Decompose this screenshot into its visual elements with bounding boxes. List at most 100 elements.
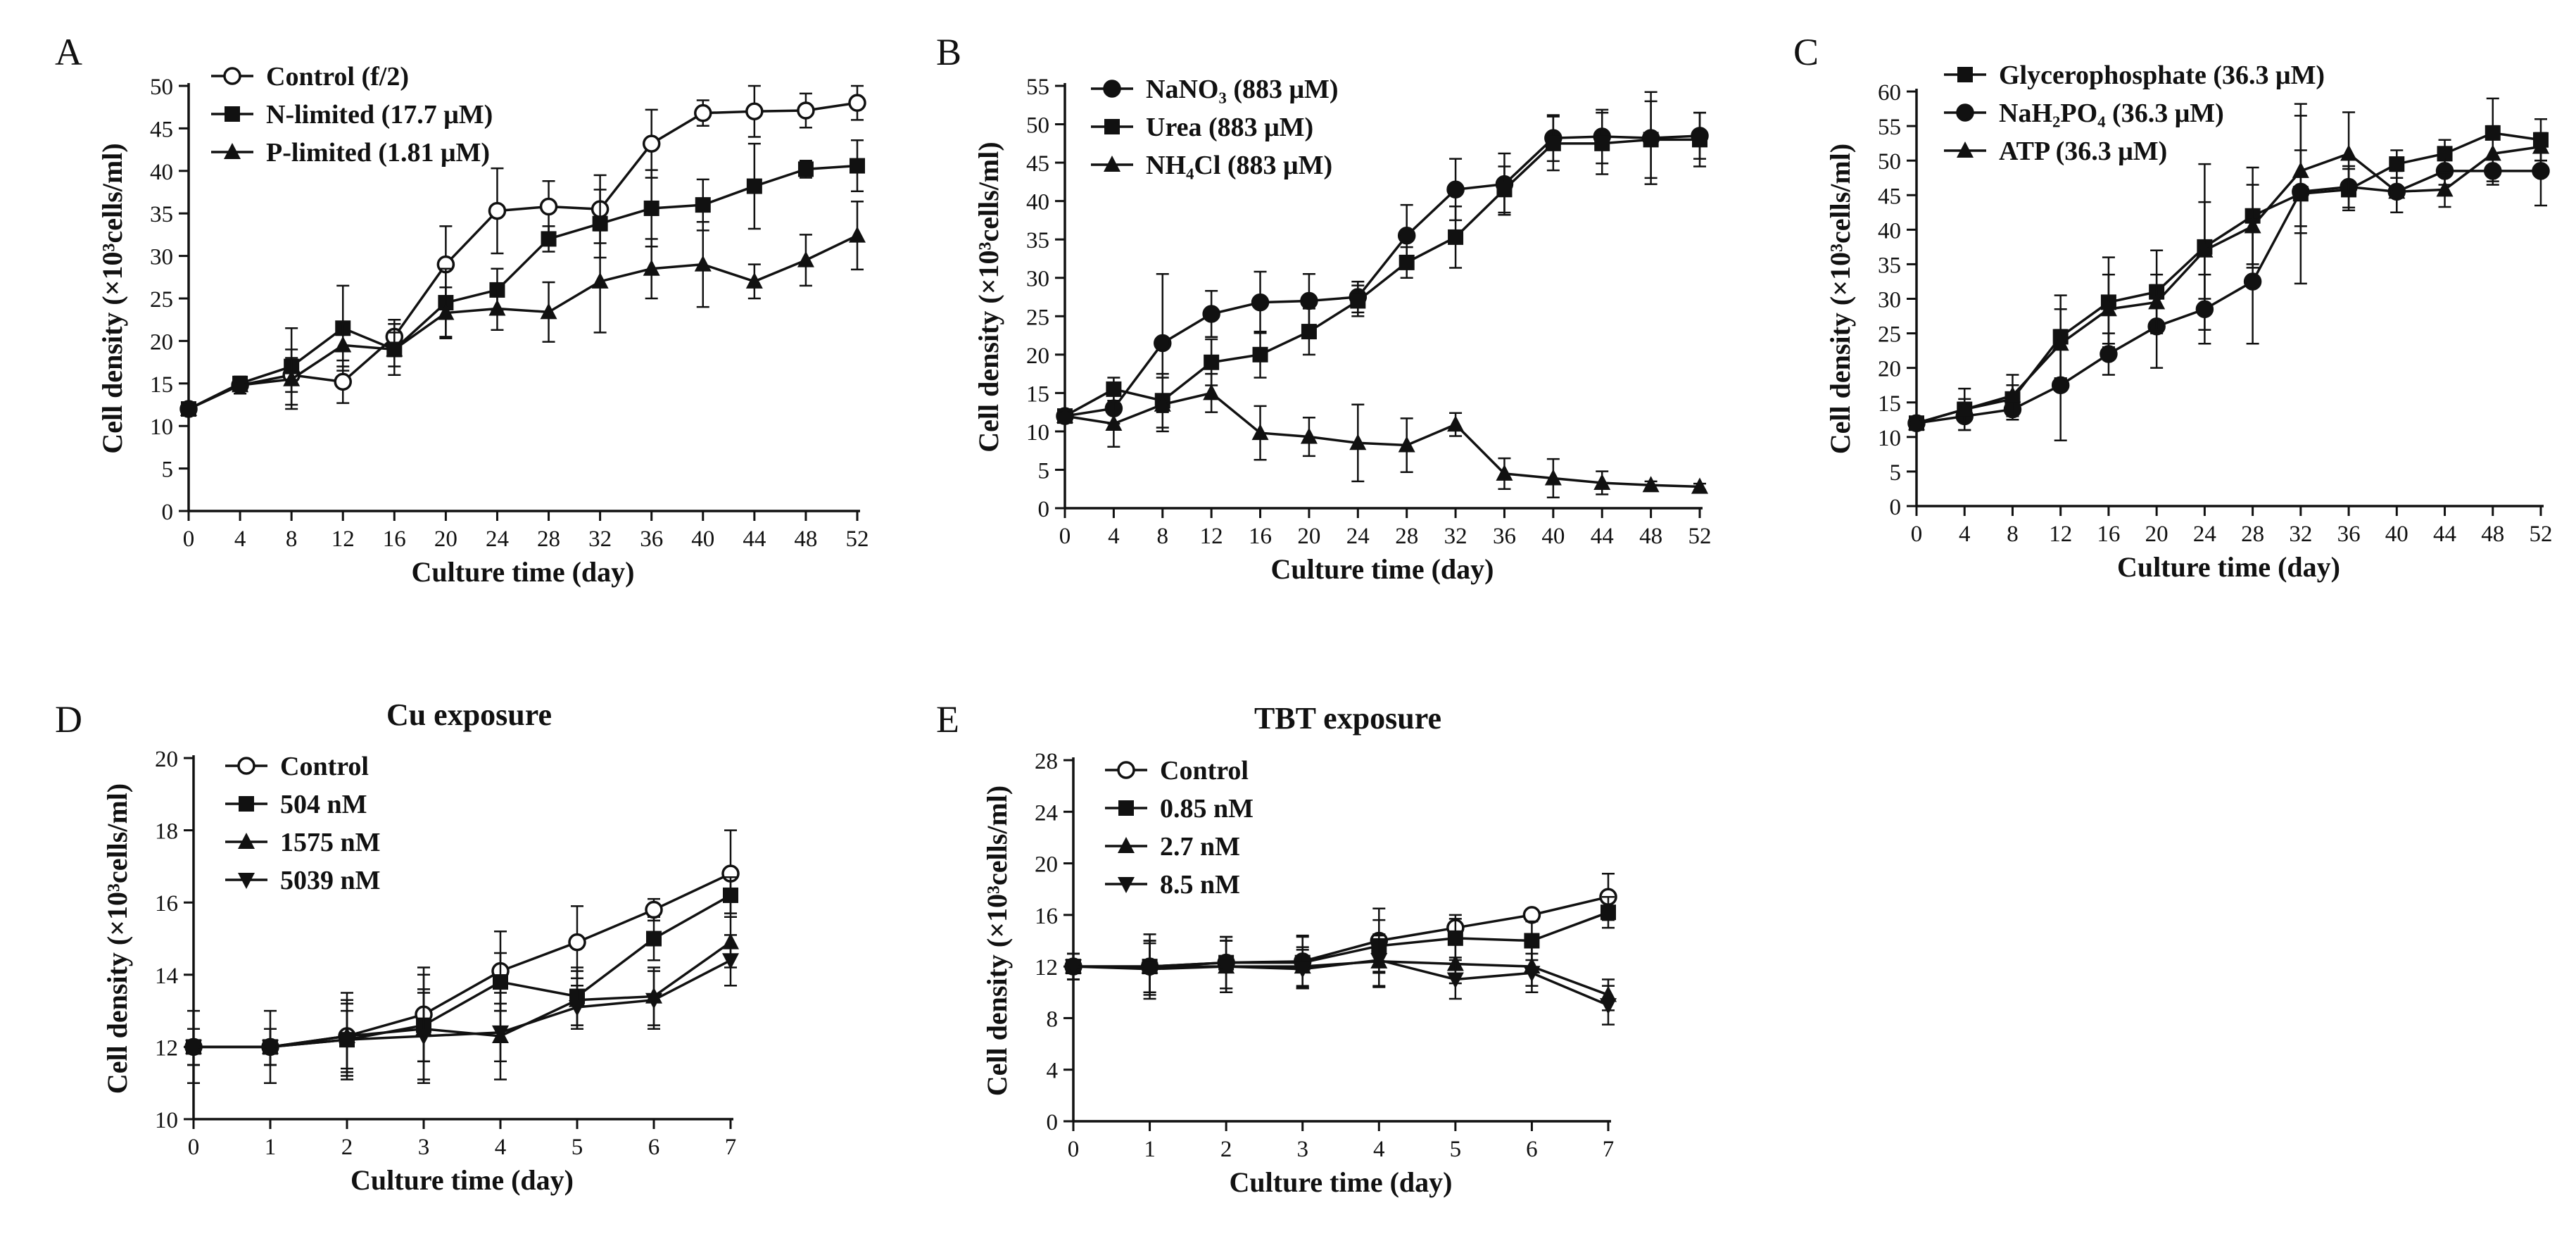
y-tick-label: 25 xyxy=(1878,322,1901,348)
series-1 xyxy=(179,84,866,418)
y-tick-label: 40 xyxy=(150,160,173,185)
x-tick-label: 44 xyxy=(2433,522,2456,547)
legend-marker xyxy=(1117,761,1135,779)
data-point xyxy=(488,201,507,220)
data-point xyxy=(1202,305,1220,323)
legend-entry: P-limited (1.81 μM) xyxy=(266,138,490,168)
data-point xyxy=(2340,144,2358,161)
x-tick-label: 32 xyxy=(2289,522,2312,547)
x-tick-label: 52 xyxy=(846,526,869,552)
data-point xyxy=(568,933,586,952)
x-tick-label: 16 xyxy=(383,526,406,552)
x-tick-label: 44 xyxy=(1591,524,1614,549)
series-3 xyxy=(180,201,866,417)
panel-label: E xyxy=(936,698,959,740)
x-axis-label: Culture time (day) xyxy=(412,556,635,588)
x-axis-label: Culture time (day) xyxy=(1230,1166,1453,1198)
data-point xyxy=(339,1033,355,1049)
data-point xyxy=(1522,906,1541,924)
data-point xyxy=(1252,346,1268,362)
series-line xyxy=(188,164,858,410)
y-tick-label: 55 xyxy=(1878,115,1901,140)
x-tick-label: 52 xyxy=(1688,524,1712,549)
data-point xyxy=(642,134,661,153)
x-axis-label: Culture time (day) xyxy=(2117,551,2340,583)
y-tick-label: 50 xyxy=(1026,113,1049,139)
data-point xyxy=(1065,959,1082,976)
y-tick-label: 10 xyxy=(1878,426,1901,451)
panel-label: B xyxy=(936,31,961,73)
x-tick-label: 4 xyxy=(1959,522,1971,547)
data-point xyxy=(1056,407,1073,424)
data-point xyxy=(1600,998,1617,1015)
y-tick-label: 20 xyxy=(150,329,173,355)
data-point xyxy=(386,340,403,357)
x-tick-label: 4 xyxy=(1108,524,1120,549)
data-point xyxy=(2436,180,2454,197)
x-tick-label: 20 xyxy=(434,526,457,552)
x-tick-label: 20 xyxy=(2145,522,2168,547)
data-point xyxy=(2052,334,2069,351)
y-axis-label: Cell density (×10³cells/ml) xyxy=(981,786,1013,1096)
y-tick-label: 50 xyxy=(150,75,173,100)
data-point xyxy=(569,999,586,1016)
legend-marker xyxy=(238,873,255,889)
series-2 xyxy=(1907,135,2550,441)
data-point xyxy=(1349,434,1367,450)
data-point xyxy=(334,372,352,391)
data-point xyxy=(1447,930,1463,946)
data-point xyxy=(2100,300,2117,317)
y-tick-label: 10 xyxy=(150,415,173,440)
data-point xyxy=(1203,384,1220,401)
data-point xyxy=(283,370,301,386)
data-point xyxy=(2484,144,2501,161)
legend-entry: Urea (883 μM) xyxy=(1146,113,1313,142)
data-point xyxy=(2389,156,2405,172)
data-point xyxy=(850,158,865,174)
data-point xyxy=(1105,415,1123,431)
x-tick-label: 16 xyxy=(2097,522,2120,547)
y-tick-label: 35 xyxy=(1026,228,1049,253)
x-tick-label: 1 xyxy=(265,1135,277,1160)
series-4 xyxy=(1065,933,1617,1026)
data-point xyxy=(694,103,712,122)
data-point xyxy=(1908,414,1925,431)
legend: NaNO₃ (883 μM) Urea (883 μM) NH₄Cl (883 μM… xyxy=(1091,75,1339,180)
data-point xyxy=(592,215,608,232)
data-point xyxy=(1300,291,1318,310)
x-tick-label: 36 xyxy=(1493,524,1516,549)
x-tick-label: 12 xyxy=(332,526,355,552)
legend-marker xyxy=(1118,800,1134,816)
data-point xyxy=(1545,135,1561,151)
data-point xyxy=(1523,966,1541,983)
y-tick-label: 45 xyxy=(1878,184,1901,209)
data-point xyxy=(645,900,663,919)
x-tick-label: 2 xyxy=(341,1135,353,1160)
data-point xyxy=(541,231,557,247)
x-tick-label: 20 xyxy=(1297,524,1320,549)
legend-marker xyxy=(237,757,255,775)
y-tick-label: 18 xyxy=(155,819,178,845)
chart-title: Cu exposure xyxy=(386,698,552,732)
data-point xyxy=(591,272,609,289)
y-tick-label: 30 xyxy=(150,245,173,270)
data-point xyxy=(1643,132,1659,148)
data-point xyxy=(1106,381,1122,397)
data-point xyxy=(723,887,738,903)
data-point xyxy=(493,974,508,990)
x-tick-label: 5 xyxy=(1450,1137,1462,1162)
x-tick-label: 2 xyxy=(1220,1137,1232,1162)
data-point xyxy=(437,303,455,320)
data-point xyxy=(1154,334,1172,353)
data-point xyxy=(2195,300,2214,318)
y-tick-label: 16 xyxy=(155,891,178,916)
x-tick-label: 4 xyxy=(495,1135,507,1160)
y-tick-label: 20 xyxy=(1035,852,1058,878)
series-line xyxy=(1064,138,1700,417)
data-point xyxy=(185,1040,202,1057)
x-tick-label: 12 xyxy=(2049,522,2072,547)
data-point xyxy=(1447,415,1465,432)
panel-label: D xyxy=(55,698,82,740)
data-point xyxy=(2243,272,2262,291)
data-point xyxy=(2532,162,2550,180)
